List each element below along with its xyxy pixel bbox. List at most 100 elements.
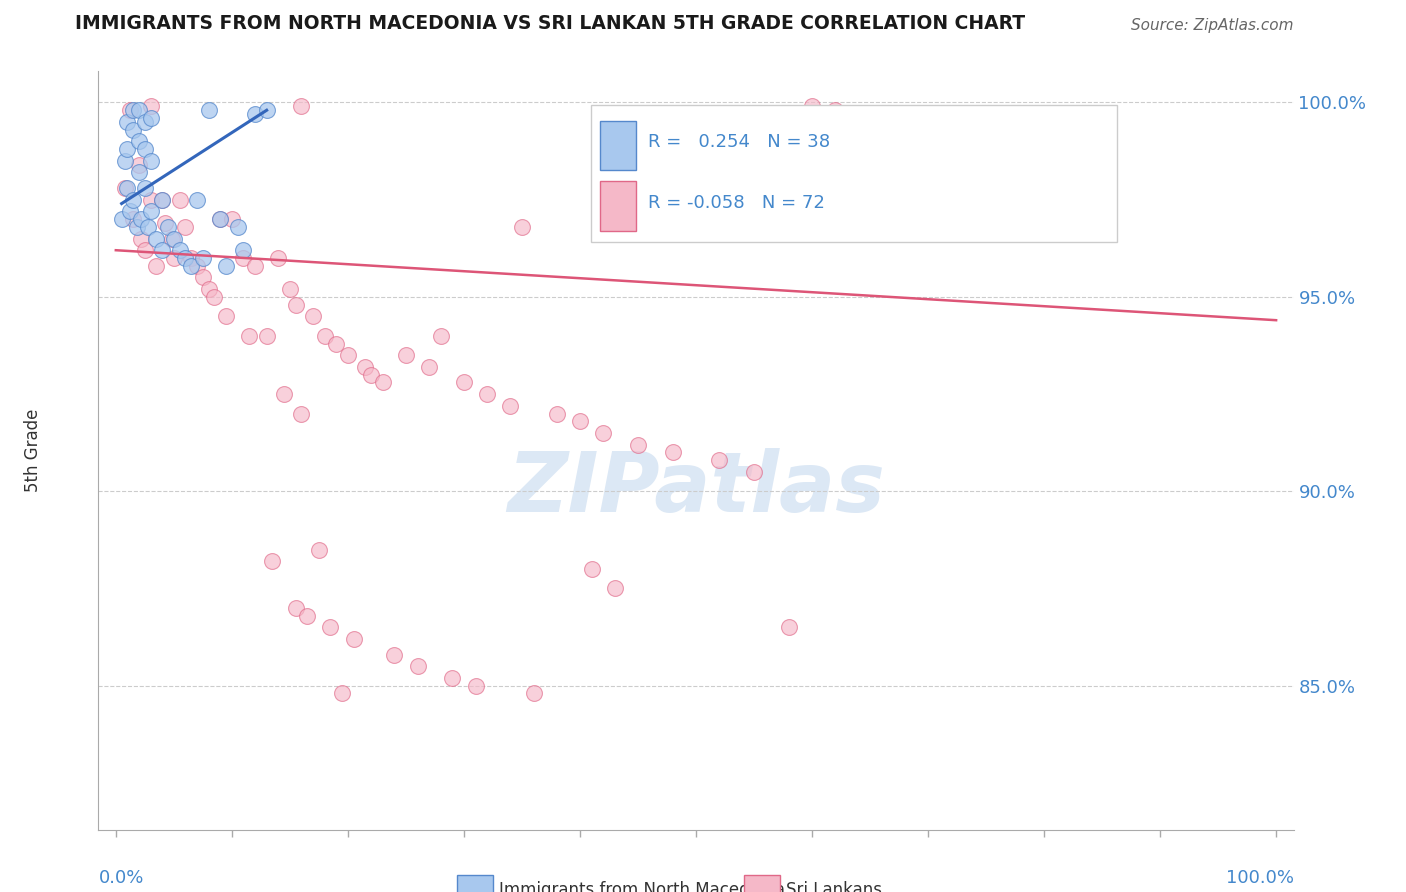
- Point: [122, 103, 145, 118]
- Point: [215, 259, 238, 273]
- Point: [150, 244, 173, 258]
- Point: [114, 181, 136, 195]
- Point: [118, 103, 141, 118]
- Point: [742, 465, 765, 479]
- Point: [145, 231, 167, 245]
- Point: [290, 99, 312, 113]
- Point: [180, 259, 202, 273]
- Text: Sri Lankans: Sri Lankans: [786, 881, 882, 892]
- Point: [278, 282, 301, 296]
- Point: [319, 620, 342, 634]
- Point: [243, 259, 266, 273]
- Point: [243, 107, 266, 121]
- Point: [395, 348, 418, 362]
- Point: [186, 193, 208, 207]
- Point: [429, 328, 451, 343]
- Point: [191, 270, 214, 285]
- Point: [284, 298, 307, 312]
- Point: [163, 231, 186, 245]
- Bar: [457, 875, 492, 892]
- Point: [801, 99, 824, 113]
- Point: [128, 103, 150, 118]
- Point: [111, 212, 134, 227]
- Point: [546, 407, 568, 421]
- Text: 0.0%: 0.0%: [98, 869, 143, 887]
- Point: [160, 231, 183, 245]
- Point: [302, 310, 325, 324]
- Point: [406, 659, 429, 673]
- Text: R =   0.254   N = 38: R = 0.254 N = 38: [648, 133, 831, 151]
- Point: [134, 142, 156, 156]
- Text: ZIPatlas: ZIPatlas: [508, 448, 884, 529]
- Point: [114, 153, 136, 168]
- Point: [197, 282, 219, 296]
- Point: [290, 407, 312, 421]
- Point: [139, 193, 162, 207]
- Point: [778, 620, 800, 634]
- Point: [118, 204, 141, 219]
- Point: [150, 193, 173, 207]
- Point: [330, 686, 353, 700]
- Point: [441, 671, 464, 685]
- Point: [308, 542, 330, 557]
- Point: [169, 244, 191, 258]
- Point: [117, 181, 139, 195]
- Point: [145, 259, 167, 273]
- Point: [685, 219, 707, 234]
- Point: [174, 251, 197, 265]
- Point: [371, 376, 394, 390]
- Point: [418, 359, 440, 374]
- Point: [232, 251, 254, 265]
- Point: [262, 554, 284, 568]
- Point: [209, 212, 232, 227]
- Point: [169, 193, 191, 207]
- Point: [163, 251, 186, 265]
- Bar: [744, 875, 780, 892]
- Point: [131, 231, 153, 245]
- Bar: [600, 181, 636, 231]
- Text: 5th Grade: 5th Grade: [24, 409, 42, 492]
- Point: [273, 387, 295, 401]
- Point: [226, 219, 249, 234]
- Text: Source: ZipAtlas.com: Source: ZipAtlas.com: [1130, 19, 1294, 33]
- FancyBboxPatch shape: [591, 105, 1116, 242]
- Point: [117, 142, 139, 156]
- Text: IMMIGRANTS FROM NORTH MACEDONIA VS SRI LANKAN 5TH GRADE CORRELATION CHART: IMMIGRANTS FROM NORTH MACEDONIA VS SRI L…: [75, 14, 1025, 33]
- Point: [139, 153, 162, 168]
- Point: [221, 212, 243, 227]
- Point: [297, 608, 319, 623]
- Point: [136, 219, 159, 234]
- Point: [510, 219, 533, 234]
- Point: [139, 99, 162, 113]
- Point: [592, 425, 614, 440]
- Point: [139, 204, 162, 219]
- Point: [180, 251, 202, 265]
- Point: [343, 632, 366, 646]
- Point: [568, 414, 591, 428]
- Point: [186, 259, 208, 273]
- Text: 100.0%: 100.0%: [1226, 869, 1294, 887]
- Point: [131, 212, 153, 227]
- Point: [215, 310, 238, 324]
- Point: [256, 103, 278, 118]
- Point: [209, 212, 232, 227]
- Point: [128, 158, 150, 172]
- Point: [256, 328, 278, 343]
- Point: [354, 359, 377, 374]
- Point: [122, 122, 145, 136]
- Point: [157, 219, 180, 234]
- Point: [238, 328, 260, 343]
- Point: [522, 686, 544, 700]
- Point: [125, 219, 148, 234]
- Point: [824, 103, 846, 118]
- Point: [267, 251, 290, 265]
- Point: [475, 387, 498, 401]
- Point: [134, 244, 156, 258]
- Text: Immigrants from North Macedonia: Immigrants from North Macedonia: [499, 881, 785, 892]
- Point: [204, 290, 226, 304]
- Point: [284, 601, 307, 615]
- Point: [197, 103, 219, 118]
- Point: [453, 376, 475, 390]
- Point: [150, 193, 173, 207]
- Point: [382, 648, 405, 662]
